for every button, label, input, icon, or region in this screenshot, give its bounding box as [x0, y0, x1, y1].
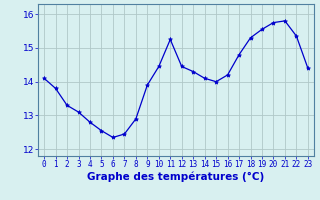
- X-axis label: Graphe des températures (°C): Graphe des températures (°C): [87, 172, 265, 182]
